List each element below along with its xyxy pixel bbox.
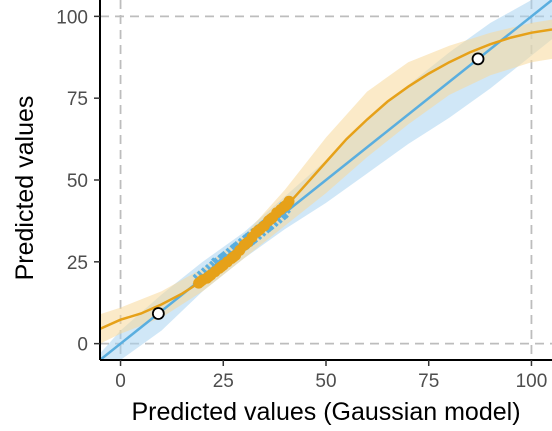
x-ticks: 0 25 50 75 100 [115,360,547,392]
x-tick-label: 100 [516,371,548,392]
smooth-confidence-band [100,20,552,344]
y-axis-title: Predicted values [11,96,39,281]
x-tick-label: 0 [115,371,126,392]
x-tick-label: 50 [315,371,336,392]
highlighted-point [153,308,164,319]
highlighted-point [473,53,484,64]
series-layer [100,0,552,373]
y-tick-label: 0 [77,335,88,356]
observed-point-orange [284,196,295,207]
y-tick-label: 25 [67,253,88,274]
y-tick-label: 50 [67,171,88,192]
identity-line [100,0,552,360]
x-axis-title: Predicted values (Gaussian model) [131,398,520,426]
y-tick-label: 75 [67,89,88,110]
y-tick-label: 100 [56,7,88,28]
x-tick-label: 75 [418,371,439,392]
x-tick-label: 25 [213,371,234,392]
y-ticks: 0 25 50 75 100 [56,7,100,355]
